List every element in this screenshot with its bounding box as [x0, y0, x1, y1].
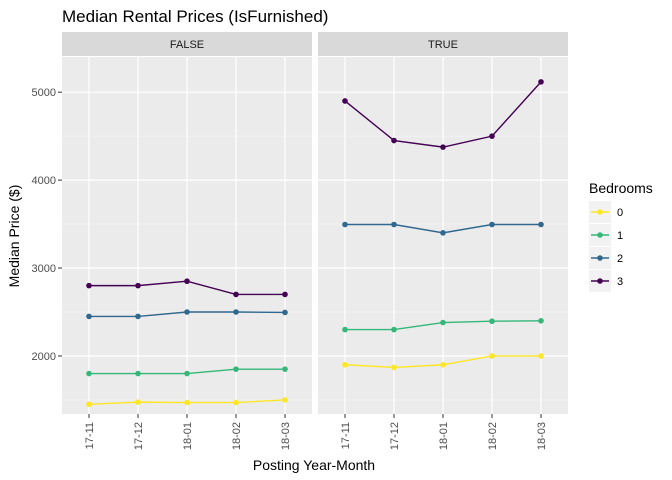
x-tick-label: 17-12 [133, 422, 145, 450]
data-point [233, 366, 239, 372]
data-point [538, 221, 544, 228]
data-point [391, 364, 397, 371]
data-point [391, 221, 397, 228]
data-point [86, 401, 92, 408]
data-point [489, 221, 495, 228]
legend-label: 2 [617, 253, 623, 265]
y-tick-label: 5000 [32, 87, 56, 99]
data-point [86, 282, 92, 289]
legend-title: Bedrooms [589, 180, 653, 196]
facet-strip [318, 32, 568, 56]
y-tick-label: 2000 [32, 351, 56, 363]
data-point [538, 317, 544, 324]
panel-false: FALSE 17-11 17-12 18-01 18-02 18-03 [62, 32, 312, 450]
y-tick-label: 3000 [32, 263, 56, 275]
legend-key-point [597, 255, 603, 261]
data-point [184, 370, 190, 377]
data-point [86, 370, 92, 377]
y-tick-label: 4000 [32, 175, 56, 187]
data-point [135, 313, 141, 320]
x-tick-label: 18-03 [536, 422, 548, 450]
x-tick-label: 17-12 [389, 422, 401, 450]
legend-item-2: 2 [589, 247, 623, 269]
panel-true: TRUE 17-11 17-12 18-01 18-02 18-03 [318, 32, 568, 450]
legend-key-point [597, 209, 603, 215]
x-tick-label: 17-11 [84, 422, 96, 449]
legend-key-point [597, 232, 603, 238]
x-tick-label: 18-03 [280, 422, 292, 450]
y-axis: 2000 3000 4000 5000 [32, 87, 62, 363]
data-point [489, 318, 495, 325]
x-tick-label: 18-01 [182, 422, 194, 450]
legend-item-0: 0 [589, 201, 623, 223]
data-point [233, 291, 239, 298]
data-point [440, 144, 446, 150]
data-point [282, 366, 288, 372]
data-point [135, 399, 141, 405]
data-point [440, 361, 446, 368]
x-tick-label: 18-02 [231, 422, 243, 450]
data-point [233, 309, 239, 315]
data-point [135, 282, 141, 289]
data-point [489, 353, 495, 359]
data-point [538, 353, 544, 359]
data-point [342, 98, 348, 104]
data-point [342, 326, 348, 333]
data-point [440, 319, 446, 326]
data-point [233, 399, 239, 406]
data-point [391, 137, 397, 144]
x-axis-label: Posting Year-Month [253, 457, 375, 473]
facet-strip [62, 32, 312, 56]
data-point [489, 133, 495, 139]
legend: Bedrooms 0 1 2 3 [589, 180, 653, 292]
legend-label: 0 [617, 207, 623, 219]
legend-item-3: 3 [589, 270, 623, 292]
data-point [135, 370, 141, 377]
data-point [391, 326, 397, 333]
facet-strip-label: FALSE [170, 39, 204, 51]
x-tick-label: 18-02 [487, 422, 499, 450]
data-point [282, 291, 288, 298]
data-point [440, 230, 446, 236]
data-point [538, 79, 544, 85]
chart-title: Median Rental Prices (IsFurnished) [62, 7, 328, 26]
x-tick-label: 17-11 [340, 422, 352, 449]
y-axis-label: Median Price ($) [6, 185, 22, 288]
data-point [184, 399, 190, 406]
legend-label: 1 [617, 230, 623, 242]
legend-key-point [597, 278, 603, 284]
facet-strip-label: TRUE [428, 39, 458, 51]
legend-item-1: 1 [589, 224, 623, 246]
data-point [342, 361, 348, 368]
data-point [282, 397, 288, 403]
data-point [86, 313, 92, 320]
data-point [342, 221, 348, 228]
legend-label: 3 [617, 276, 623, 288]
data-point [184, 278, 190, 285]
data-point [184, 309, 190, 315]
data-point [282, 309, 288, 316]
x-tick-label: 18-01 [438, 422, 450, 450]
